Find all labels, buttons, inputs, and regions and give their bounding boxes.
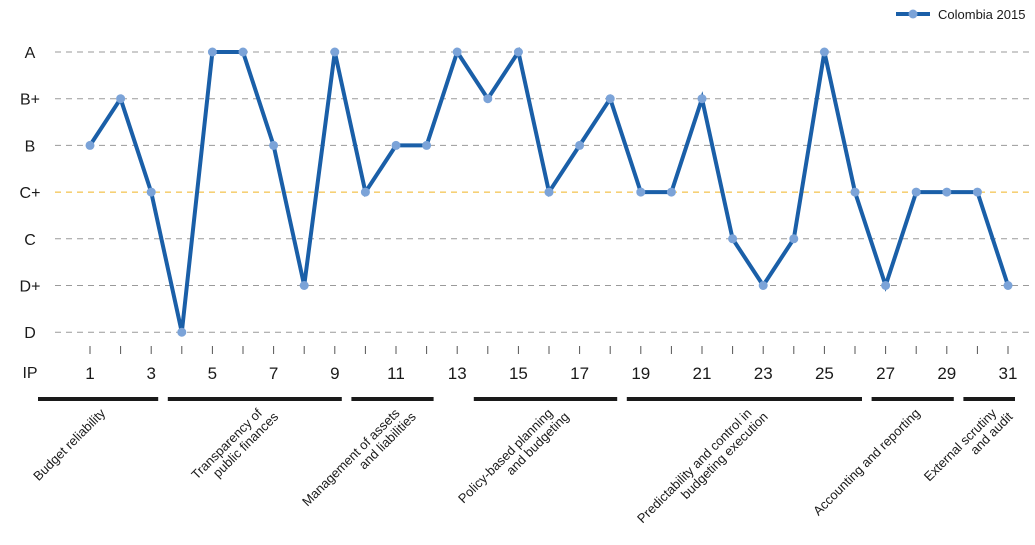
data-point — [391, 140, 401, 150]
y-tick-label: C — [24, 232, 36, 249]
data-point — [238, 47, 248, 57]
legend: Colombia 2015 — [896, 7, 1025, 22]
data-point — [299, 281, 309, 290]
y-tick-label: B+ — [20, 92, 40, 109]
data-point — [116, 94, 126, 104]
data-point — [483, 94, 493, 104]
group-label: Accounting and reporting — [810, 406, 923, 519]
y-tick-label: D — [24, 325, 36, 342]
x-tick-label: 29 — [937, 364, 956, 383]
group-label-line: Accounting and reporting — [810, 406, 923, 519]
data-point — [666, 187, 676, 197]
x-tick-label: 19 — [631, 364, 650, 383]
data-point — [758, 281, 768, 290]
x-tick-label: 11 — [387, 364, 405, 383]
group-label: Predictability and control inbudgeting e… — [634, 399, 771, 536]
data-point — [819, 47, 829, 57]
gridlines — [55, 51, 1030, 333]
indicator-groups: Budget reliability Transparency ofpublic … — [30, 397, 1016, 536]
group-label-line: Budget reliability — [30, 405, 108, 483]
data-point — [177, 327, 187, 337]
x-tick-label: 5 — [208, 364, 217, 383]
data-point — [330, 47, 340, 57]
y-axis: D D+ C C+ B B+ A — [20, 45, 41, 342]
x-tick-label: 31 — [999, 364, 1018, 383]
data-point — [697, 94, 707, 104]
x-tick-label: 3 — [146, 364, 155, 383]
x-tick-label: 13 — [448, 364, 467, 383]
group-label-line: budgeting execution — [678, 409, 771, 502]
data-point — [513, 47, 523, 57]
x-tick-label: 27 — [876, 364, 895, 383]
group-label: Management of assetsand liabilities — [299, 399, 419, 519]
data-point — [605, 94, 615, 104]
legend-label: Colombia 2015 — [938, 7, 1025, 22]
data-point — [881, 281, 891, 290]
group-label: Policy-based planningand budgeting — [455, 399, 572, 516]
data-point — [269, 140, 279, 150]
data-point — [85, 140, 95, 150]
x-tick-label: 9 — [330, 364, 339, 383]
data-point — [942, 187, 952, 197]
x-tick-label: 23 — [754, 364, 773, 383]
x-tick-label: 7 — [269, 364, 278, 383]
x-tick-label: 25 — [815, 364, 834, 383]
series-group — [85, 46, 1013, 337]
data-point — [1003, 281, 1013, 290]
data-point — [728, 234, 738, 244]
x-tick-label: 21 — [693, 364, 712, 383]
data-point — [146, 187, 156, 197]
data-point — [452, 47, 462, 57]
y-tick-label: A — [25, 45, 36, 62]
data-point — [636, 187, 646, 197]
group-label: Transparency ofpublic finances — [188, 399, 281, 492]
data-point — [360, 187, 370, 197]
group-label: External scrutinyand audit — [921, 399, 1016, 494]
data-point — [911, 187, 921, 197]
x-tick-label: 17 — [570, 364, 589, 383]
data-point — [207, 47, 217, 57]
x-tick-label: 1 — [85, 364, 94, 383]
y-tick-label: C+ — [20, 185, 41, 202]
data-point — [544, 187, 554, 197]
group-label: Budget reliability — [30, 405, 108, 483]
group-label-line: Management of assets — [299, 405, 403, 509]
data-point — [850, 187, 860, 197]
data-point — [422, 140, 432, 150]
data-point — [575, 140, 585, 150]
y-tick-label: B — [25, 138, 36, 155]
group-label-line: Policy-based planning — [455, 406, 556, 507]
legend-marker — [908, 9, 918, 19]
data-point — [972, 187, 982, 197]
y-tick-label: D+ — [20, 279, 41, 296]
group-label-line: Predictability and control in — [634, 406, 754, 526]
x-axis: IP 1 3 5 7 9 11 13 15 17 19 21 23 25 27 29 31 — [22, 346, 1017, 383]
x-tick-label: 15 — [509, 364, 528, 383]
data-point — [789, 234, 799, 244]
x-axis-name: IP — [22, 365, 37, 382]
